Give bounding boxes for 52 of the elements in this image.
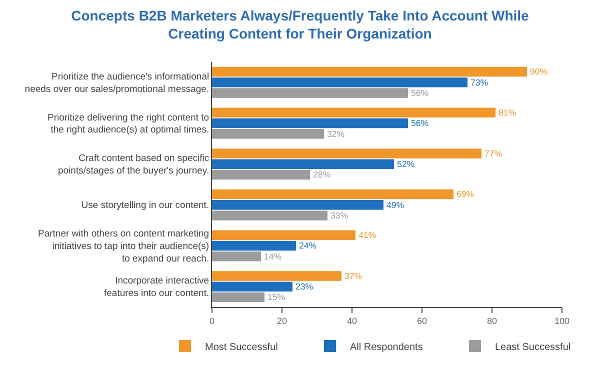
- data-label: 49%: [386, 200, 404, 210]
- y-tick-label: Incorporate interactive features into our content.: [104, 276, 210, 300]
- data-label: 56%: [411, 88, 429, 98]
- data-label: 81%: [498, 108, 516, 118]
- bar: [212, 189, 454, 200]
- bar: [212, 159, 394, 169]
- data-label: 56%: [411, 118, 429, 128]
- data-label: 14%: [264, 251, 282, 262]
- data-label: 69%: [456, 189, 474, 200]
- bar: [212, 170, 310, 180]
- data-label: 24%: [299, 240, 317, 251]
- bar: [212, 210, 328, 220]
- bar: [212, 200, 384, 210]
- y-tick-label: Partner with others on content marketing initiatives to tap into their audience(s) to expand our reach.: [38, 228, 210, 264]
- data-label: 15%: [268, 292, 286, 302]
- data-label: 77%: [484, 148, 502, 158]
- bar: [212, 282, 292, 292]
- data-label: 52%: [397, 159, 415, 170]
- x-tick-label: 100: [554, 316, 570, 326]
- y-tick-label: Prioritize the audience's informational needs over our sales/promotional message.: [24, 72, 210, 95]
- data-label: 33%: [330, 210, 348, 220]
- x-tick-label: 0: [209, 316, 215, 326]
- bar: [212, 66, 527, 77]
- legend-label: Most Successful: [205, 342, 278, 353]
- y-tick-label: Prioritize delivering the right content to the right audience(s) at optimal times.: [48, 112, 210, 136]
- x-tick-label: 20: [276, 316, 288, 326]
- data-label: 41%: [358, 230, 376, 240]
- legend-label: All Respondents: [350, 342, 423, 353]
- bar: [212, 128, 324, 139]
- x-tick-label: 60: [416, 316, 428, 326]
- data-label: 37%: [344, 270, 362, 281]
- bar: [212, 292, 264, 302]
- data-label: 28%: [313, 170, 331, 180]
- bar: [212, 240, 296, 251]
- data-label: 73%: [470, 77, 488, 88]
- y-tick-label: Use storytelling in our content.: [81, 200, 210, 212]
- y-tick-label: Craft content based on specific points/stages of the buyer's journey.: [58, 153, 210, 177]
- bar: [212, 271, 342, 281]
- x-tick-label: 40: [346, 316, 358, 326]
- x-tick-label: 80: [486, 316, 498, 326]
- data-label: 90%: [530, 66, 548, 77]
- bar: [212, 88, 408, 98]
- bar: [212, 78, 468, 88]
- legend-label: Least Successful: [495, 342, 571, 353]
- chart-title: Concepts B2B Marketers Always/Frequently Take Into Account While Creating Content for Their Organization: [71, 8, 530, 42]
- bar: [212, 148, 482, 158]
- data-label: 32%: [327, 128, 345, 139]
- data-label: 23%: [296, 282, 314, 292]
- bar: [212, 230, 356, 240]
- bar: [212, 118, 408, 128]
- bar: [212, 108, 496, 118]
- bar: [212, 251, 261, 262]
